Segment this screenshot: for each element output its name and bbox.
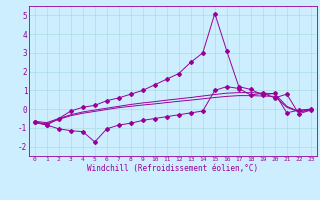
- X-axis label: Windchill (Refroidissement éolien,°C): Windchill (Refroidissement éolien,°C): [87, 164, 258, 173]
